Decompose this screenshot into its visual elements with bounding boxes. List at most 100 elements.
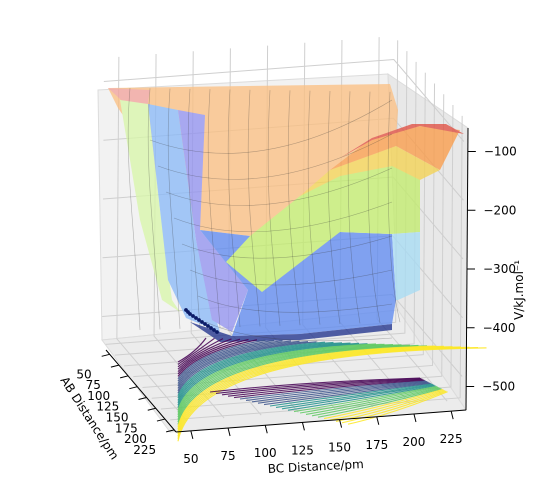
y-axis-label: BC Distance/pm [267,457,364,476]
x-tick-label: 150 [106,410,129,424]
contour-line [177,347,487,442]
z-gridline [103,58,465,142]
contour-line [177,340,283,384]
y-tick-mark [227,427,231,437]
wire-line [247,89,261,327]
wire-line [267,90,281,326]
y-tick-label: 175 [365,438,388,452]
contour-line [177,337,207,363]
x-tick-label: 225 [133,443,156,457]
y-tick-label: 50 [183,452,198,466]
x-tick-label: 200 [124,432,147,446]
contour-line [177,343,385,413]
wire-line [167,88,181,329]
z-ticks: −100 −200 −300 −400 −500 [466,145,517,394]
z-axis-label: V/kJ.mol⁻¹ [512,260,526,320]
trajectory-point [200,320,204,324]
contour-line [177,339,258,377]
y-tick-label: 225 [440,432,463,446]
contour-line [287,385,436,411]
contour-line [177,337,215,365]
contour-line [177,345,436,427]
contour-line [177,341,309,392]
x-tick-label: 100 [87,389,110,403]
contour-line [177,341,334,399]
wire-line [287,90,301,326]
y-tick-mark [376,416,380,425]
contour-line [305,387,440,415]
contour-line [177,340,300,389]
surface-ridge-yellow [262,146,440,236]
surface-ridge-orange [300,126,460,196]
contour-line [177,344,411,420]
contour-line [177,338,241,373]
surface-right-cyan [392,232,420,300]
trajectory-point [197,318,201,322]
wire-line [327,90,341,325]
contour-line [329,389,445,421]
contour-line [177,338,224,368]
contour-line [177,345,445,430]
wire-line [347,91,361,324]
trajectory-point [206,324,210,328]
contour-line [269,383,433,407]
wire-line [387,91,401,323]
x-tick-mark [147,407,156,411]
y-tick-label: 125 [291,443,314,457]
y-tick-label: 75 [220,449,235,463]
x-gridline [170,115,463,421]
contour-line [239,380,427,400]
trajectory-point [188,312,192,316]
y-tick-mark [264,425,268,434]
x-tick-label: 75 [86,378,101,392]
y-tick-mark [339,419,343,428]
y-tick-mark [190,430,194,439]
contour-line [317,388,442,418]
contour-line [177,344,394,415]
contour-line [177,340,292,387]
contour-line [177,346,470,437]
y-tick-mark [450,411,454,420]
contour-line [233,379,425,399]
contour-line [177,343,368,408]
y-tick-mark [413,413,417,423]
trajectory [184,308,219,334]
wire-line [367,91,381,323]
z-tick-label: −500 [482,380,515,394]
y-axis-line [175,409,467,433]
contour-line [311,387,441,417]
trajectory-point [194,316,198,320]
x-tick-mark [156,418,166,422]
contour-line [275,384,434,408]
surface-left-green [120,100,180,312]
trajectory-point [209,326,213,330]
wire-line [147,88,161,330]
contour-line [177,342,343,401]
x-tick-label: 125 [96,400,119,414]
contour-line [177,345,428,425]
y-tick-label: 200 [402,435,425,449]
contour-line [221,378,423,396]
x-tick-label: 50 [76,367,91,381]
wire-line [173,201,393,232]
contour-line [299,386,439,414]
surface [108,84,464,342]
contour-line [257,382,430,404]
contour-line [215,378,422,394]
x-axis-line [105,349,177,433]
contour-line [209,377,421,393]
wire-line [165,167,393,206]
contour-line [177,338,249,375]
contour-line [177,346,462,435]
contour-line [251,381,429,403]
contour-line [177,347,479,439]
wire-line [157,133,393,180]
wire-line [227,89,241,328]
contour-line [177,342,360,406]
wire-line [149,99,393,154]
z-tick-label: −400 [483,321,516,335]
x-gridline [160,105,454,410]
